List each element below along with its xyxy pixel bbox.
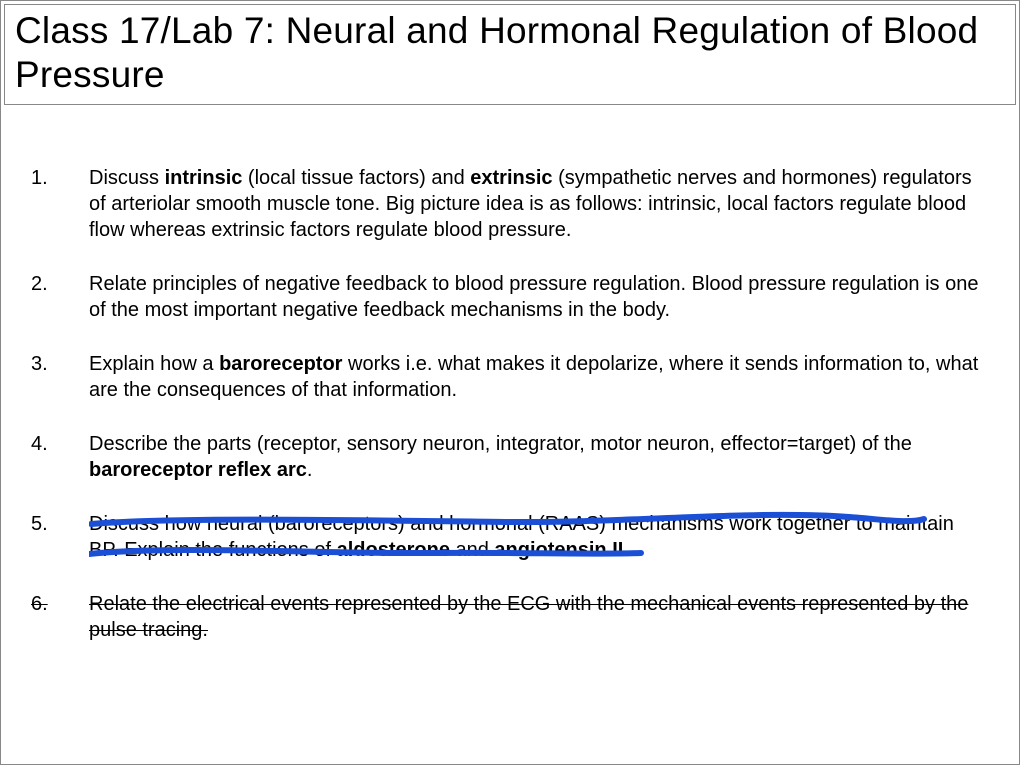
- text-run: Relate principles of negative feedback t…: [89, 273, 978, 321]
- text-run: and: [450, 539, 494, 561]
- objective-item: Relate the electrical events represented…: [31, 591, 989, 643]
- text-run: Relate the electrical events represented…: [89, 593, 968, 641]
- bold-term: baroreceptor: [219, 353, 342, 375]
- objective-text: Describe the parts (receptor, sensory ne…: [89, 433, 912, 481]
- objective-item: Describe the parts (receptor, sensory ne…: [31, 431, 989, 483]
- objective-text: Discuss intrinsic (local tissue factors)…: [89, 167, 972, 241]
- text-run: .: [623, 539, 629, 561]
- bold-term: baroreceptor reflex arc: [89, 459, 307, 481]
- objective-text: Discuss how neural (baroreceptors) and h…: [89, 513, 954, 561]
- objective-text: Explain how a baroreceptor works i.e. wh…: [89, 353, 978, 401]
- bold-term: extrinsic: [470, 167, 552, 189]
- objectives-list: Discuss intrinsic (local tissue factors)…: [31, 165, 989, 643]
- content-area: Discuss intrinsic (local tissue factors)…: [1, 105, 1019, 643]
- objective-item: Relate principles of negative feedback t…: [31, 271, 989, 323]
- objective-item: Discuss intrinsic (local tissue factors)…: [31, 165, 989, 243]
- text-run: Discuss: [89, 167, 165, 189]
- title-box: Class 17/Lab 7: Neural and Hormonal Regu…: [4, 4, 1016, 105]
- bold-term: aldosterone: [337, 539, 450, 561]
- marker-annotation-wrap: Discuss how neural (baroreceptors) and h…: [89, 511, 989, 563]
- page-title: Class 17/Lab 7: Neural and Hormonal Regu…: [15, 9, 1005, 98]
- text-run: Explain how a: [89, 353, 219, 375]
- objective-text: Relate the electrical events represented…: [89, 593, 968, 641]
- text-run: (local tissue factors) and: [242, 167, 470, 189]
- bold-term: intrinsic: [165, 167, 243, 189]
- slide-page: Class 17/Lab 7: Neural and Hormonal Regu…: [0, 0, 1020, 765]
- text-run: Describe the parts (receptor, sensory ne…: [89, 433, 912, 455]
- bold-term: angiotensin II: [494, 539, 623, 561]
- objective-text: Relate principles of negative feedback t…: [89, 273, 978, 321]
- text-run: .: [307, 459, 313, 481]
- objective-item: Discuss how neural (baroreceptors) and h…: [31, 511, 989, 563]
- objective-item: Explain how a baroreceptor works i.e. wh…: [31, 351, 989, 403]
